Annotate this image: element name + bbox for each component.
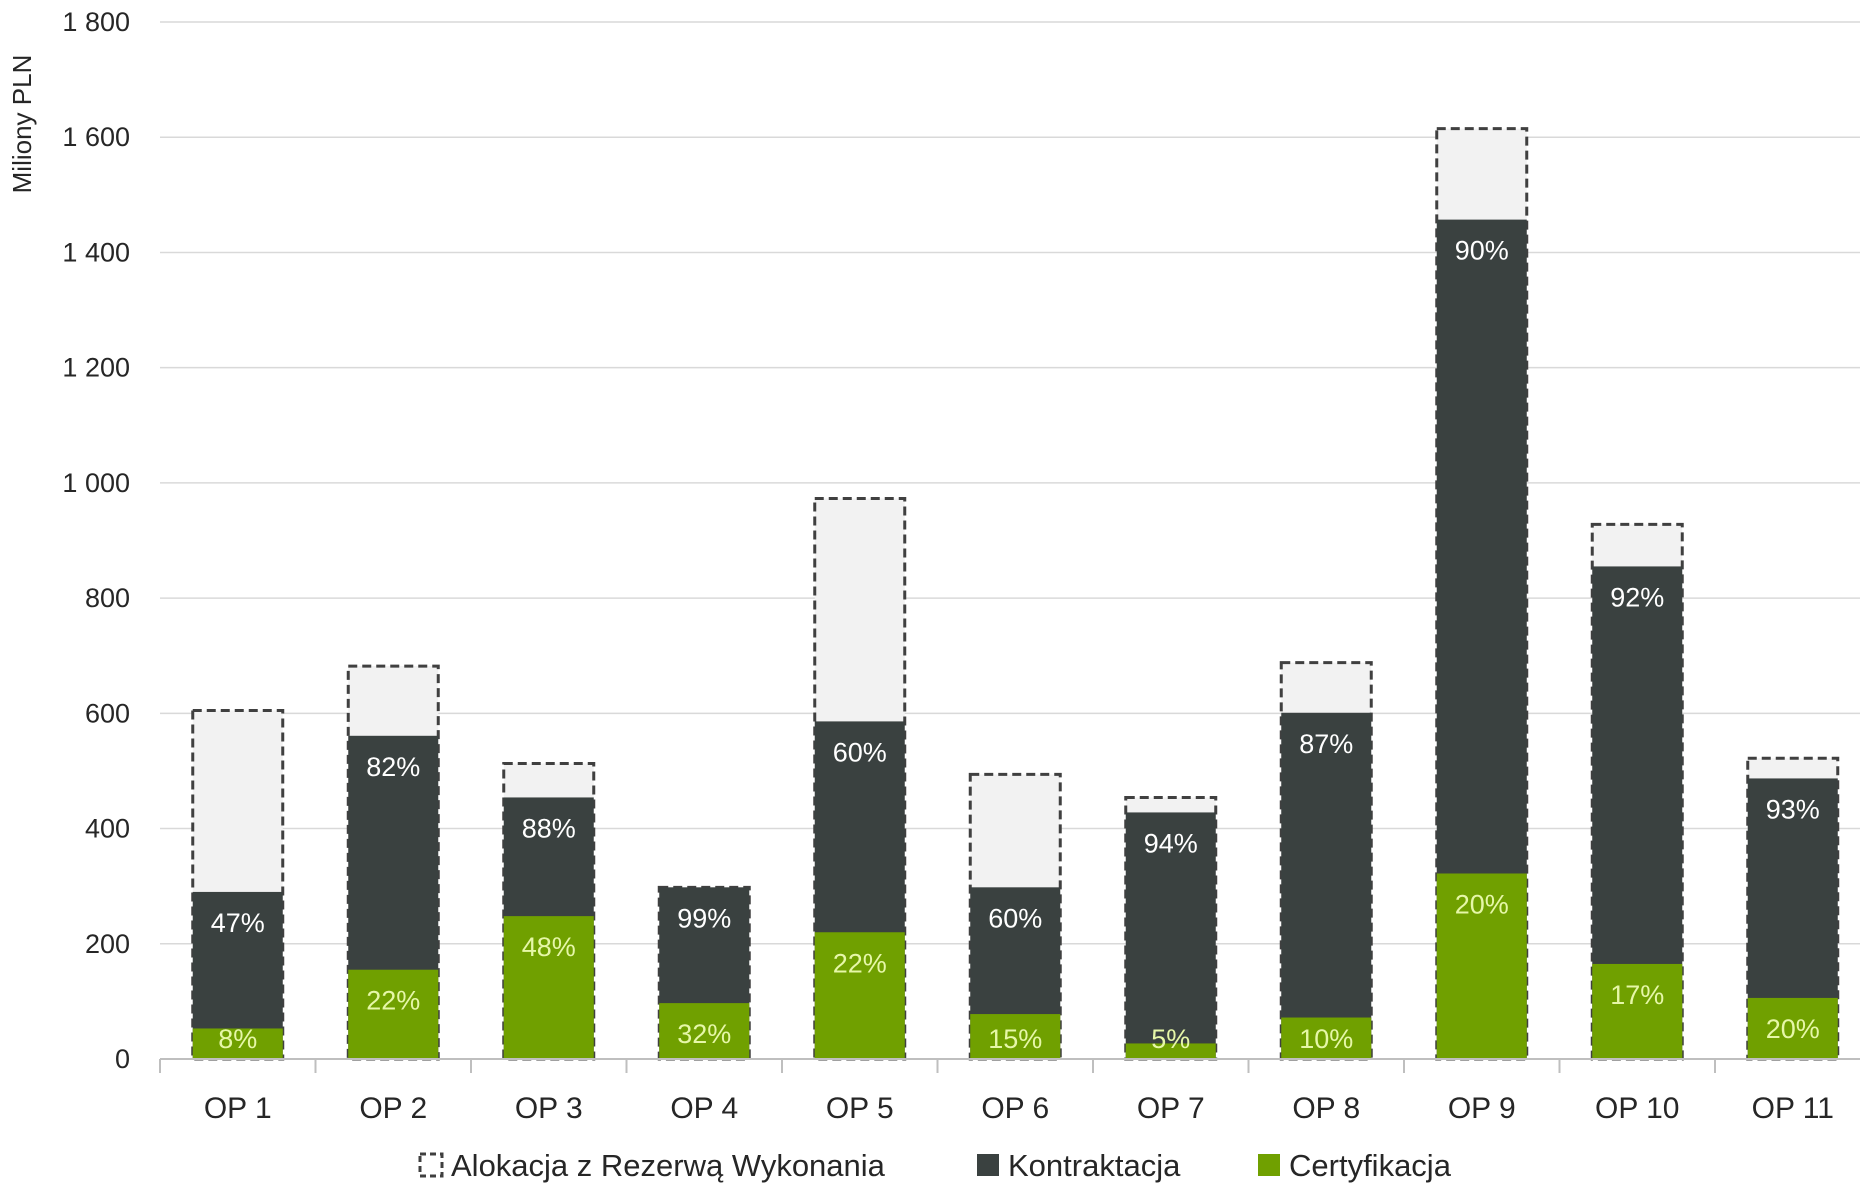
- data-label-kontraktacja: 87%: [1299, 729, 1353, 759]
- legend-swatch: [418, 1152, 444, 1178]
- gridlines: [160, 21, 1860, 945]
- x-category-label: OP 1: [204, 1092, 272, 1125]
- x-axis: OP 1 OP 2 OP 3 OP 4 OP 5 OP 6 OP 7 OP 8 OP 9 OP 1…: [159, 1058, 1860, 1125]
- legend-label: Certyfikacja: [1289, 1148, 1452, 1183]
- data-label-kontraktacja: 90%: [1455, 236, 1509, 266]
- bar-certyfikacja: [659, 1003, 750, 1059]
- x-category-label: OP 2: [359, 1092, 427, 1125]
- bar-certyfikacja: [1125, 1043, 1216, 1059]
- bar-certyfikacja: [814, 932, 905, 1059]
- x-category-label: OP 5: [826, 1092, 894, 1125]
- x-category-label: OP 9: [1448, 1092, 1516, 1125]
- y-tick-label: 1 400: [62, 237, 130, 267]
- data-label-certyfikacja: 17%: [1610, 980, 1664, 1010]
- x-category-label: OP 8: [1292, 1092, 1360, 1125]
- x-category-label: OP 3: [515, 1092, 583, 1125]
- y-tick-label: 1 600: [62, 122, 130, 152]
- y-tick-label: 400: [85, 814, 130, 844]
- y-axis-tick-labels: 0 200 400 600 800 1 000 1 200 1 400 1 600 1 800: [62, 7, 130, 1074]
- y-tick-label: 200: [85, 929, 130, 959]
- legend-label: Alokacja z Rezerwą Wykonania: [451, 1148, 886, 1183]
- x-category-label: OP 10: [1595, 1092, 1680, 1125]
- data-label-certyfikacja: 20%: [1455, 889, 1509, 919]
- y-tick-label: 1 200: [62, 353, 130, 383]
- data-label-certyfikacja: 8%: [218, 1024, 257, 1054]
- data-label-certyfikacja: 10%: [1299, 1024, 1353, 1054]
- data-label-kontraktacja: 82%: [366, 752, 420, 782]
- data-label-certyfikacja: 32%: [677, 1019, 731, 1049]
- data-label-kontraktacja: 60%: [988, 903, 1042, 933]
- data-label-certyfikacja: 15%: [988, 1024, 1042, 1054]
- legend-label: Kontraktacja: [1008, 1148, 1181, 1183]
- bar-certyfikacja: [192, 1028, 283, 1059]
- bar-certyfikacja: [503, 916, 594, 1059]
- legend: Alokacja z Rezerwą Wykonania Kontraktacja…: [418, 1148, 1452, 1183]
- y-axis-title: Miliony PLN: [7, 55, 37, 194]
- data-label-kontraktacja: 93%: [1766, 794, 1820, 824]
- bar-certyfikacja: [348, 969, 439, 1059]
- data-label-kontraktacja: 47%: [211, 908, 265, 938]
- y-tick-label: 1 800: [62, 7, 130, 37]
- x-category-label: OP 6: [981, 1092, 1049, 1125]
- data-label-kontraktacja: 60%: [833, 737, 887, 767]
- data-label-certyfikacja: 5%: [1151, 1024, 1190, 1054]
- legend-swatch: [977, 1154, 999, 1176]
- y-tick-label: 0: [115, 1044, 130, 1074]
- data-label-certyfikacja: 22%: [833, 948, 887, 978]
- data-label-certyfikacja: 20%: [1766, 1014, 1820, 1044]
- bar-certyfikacja: [1592, 963, 1683, 1059]
- x-category-label: OP 11: [1752, 1092, 1834, 1125]
- bar-kontraktacja: [1281, 712, 1372, 1059]
- bar-certyfikacja: [1436, 873, 1527, 1059]
- y-tick-label: 1 000: [62, 468, 130, 498]
- bar-certyfikacja: [1281, 1017, 1372, 1059]
- legend-swatch: [1258, 1154, 1280, 1176]
- y-tick-label: 600: [85, 698, 130, 728]
- data-label-certyfikacja: 22%: [366, 986, 420, 1016]
- data-label-kontraktacja: 94%: [1144, 828, 1198, 858]
- data-label-certyfikacja: 48%: [522, 932, 576, 962]
- data-label-kontraktacja: 92%: [1610, 582, 1664, 612]
- bar-certyfikacja: [1747, 997, 1838, 1059]
- data-label-kontraktacja: 99%: [677, 903, 731, 933]
- bars: 47% 8% 82% 22% 88% 48% 99% 32% 60% 22% 60% 15% 94% 5%…: [191, 127, 1840, 1061]
- data-label-kontraktacja: 88%: [522, 813, 576, 843]
- y-tick-label: 800: [85, 583, 130, 613]
- x-category-label: OP 4: [670, 1092, 738, 1125]
- bar-kontraktacja: [1125, 812, 1216, 1059]
- x-category-label: OP 7: [1137, 1092, 1205, 1125]
- bar-certyfikacja: [970, 1014, 1061, 1059]
